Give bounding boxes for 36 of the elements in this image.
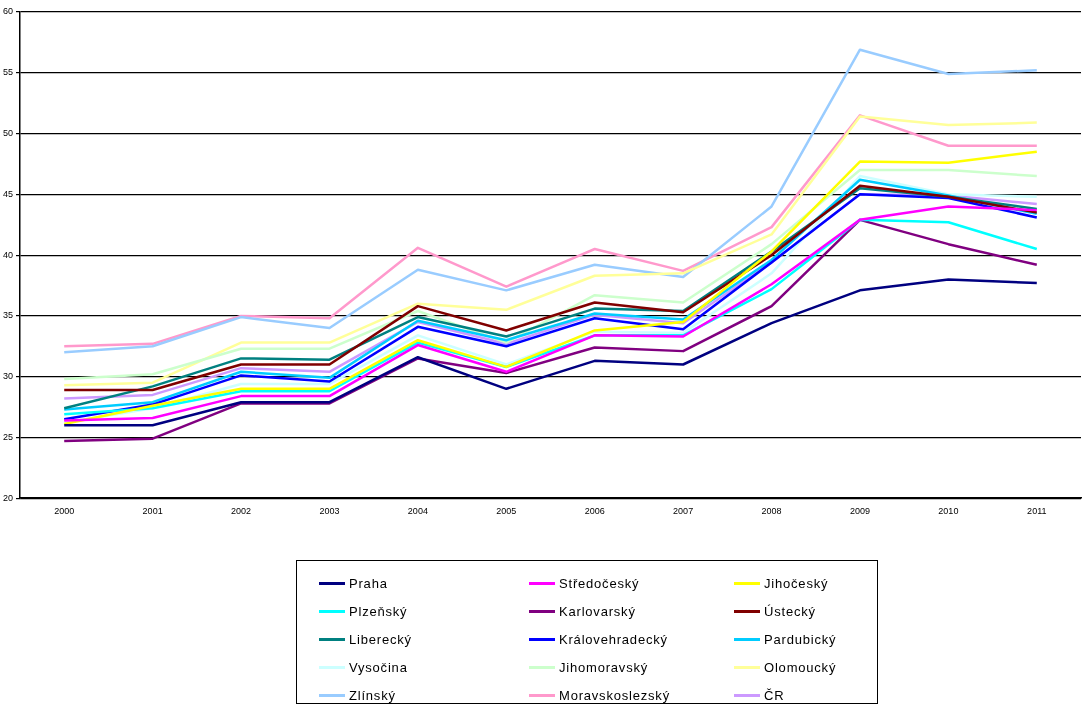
x-tick-label: 2006 (584, 506, 605, 517)
legend-label: Pardubický (764, 631, 837, 647)
legend-label: Ústecký (764, 603, 816, 619)
x-tick-label: 2005 (496, 506, 517, 517)
y-tick-label: 30 (3, 371, 14, 382)
legend-label: Vysočina (349, 659, 408, 675)
y-tick-label: 40 (3, 249, 14, 260)
legend-label: Praha (349, 575, 388, 591)
y-tick-label: 35 (3, 310, 14, 321)
legend-label: Plzeňský (349, 603, 408, 619)
x-tick-label: 2009 (849, 506, 870, 517)
x-tick-label: 2001 (142, 506, 163, 517)
x-tick-label: 2010 (938, 506, 959, 517)
y-tick-label: 45 (3, 188, 14, 199)
legend-label: Karlovarský (559, 603, 636, 619)
y-tick-label: 55 (3, 67, 14, 78)
legend-label: ČR (764, 687, 785, 703)
y-tick-label: 50 (3, 128, 14, 139)
y-tick-label: 60 (3, 6, 14, 17)
x-tick-label: 2000 (54, 506, 75, 517)
legend-label: Moravskoslezský (559, 687, 670, 703)
x-tick-label: 2008 (761, 506, 782, 517)
x-tick-label: 2007 (673, 506, 694, 517)
x-tick-label: 2002 (231, 506, 252, 517)
legend-label: Zlínský (349, 687, 396, 703)
x-tick-label: 2003 (319, 506, 340, 517)
legend-label: Olomoucký (764, 659, 837, 675)
legend-label: Liberecký (349, 631, 412, 647)
legend-label: Středočeský (559, 575, 640, 591)
x-tick-label: 2011 (1027, 506, 1047, 517)
y-tick-label: 20 (3, 492, 14, 503)
legend-label: Královehradecký (559, 631, 668, 647)
x-tick-label: 2004 (407, 506, 428, 517)
legend-label: Jihomoravský (559, 659, 649, 675)
legend-label: Jihočeský (764, 575, 829, 591)
y-tick-label: 25 (3, 431, 14, 442)
